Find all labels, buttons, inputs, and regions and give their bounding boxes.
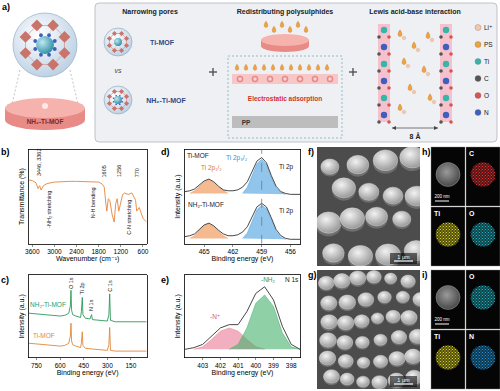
html-text:b): b) — [1, 147, 10, 157]
svg-text:Ti: Ti — [434, 333, 440, 340]
svg-text:403: 403 — [197, 362, 208, 369]
svg-text:Ti-MOF: Ti-MOF — [150, 39, 175, 46]
svg-text:465: 465 — [199, 248, 210, 255]
svg-text:Binding energy (eV): Binding energy (eV) — [57, 369, 119, 377]
svg-text:398: 398 — [286, 362, 297, 369]
svg-text:C: C — [469, 150, 474, 157]
html-text:d): d) — [161, 147, 170, 157]
svg-text:-NH₂ stretching: -NH₂ stretching — [46, 191, 52, 228]
svg-text:2400: 2400 — [69, 248, 84, 255]
svg-text:1 μm: 1 μm — [397, 254, 410, 260]
svg-text:Narrowing pores: Narrowing pores — [122, 8, 178, 16]
svg-text:a): a) — [2, 2, 10, 12]
svg-text:Binding energy (eV): Binding energy (eV) — [212, 369, 274, 377]
svg-text:N 1s: N 1s — [285, 276, 299, 283]
svg-text:NH₂-Ti-MOF: NH₂-Ti-MOF — [27, 118, 64, 125]
html-text:e): e) — [161, 275, 169, 285]
svg-text:-NH₂: -NH₂ — [261, 276, 276, 283]
svg-text:Li⁺: Li⁺ — [484, 24, 493, 31]
svg-text:770: 770 — [134, 168, 140, 177]
svg-text:Electrostatic adsorption: Electrostatic adsorption — [248, 95, 322, 103]
svg-text:-N⁺: -N⁺ — [210, 313, 220, 320]
svg-text:O 1s: O 1s — [68, 277, 74, 289]
svg-text:C: C — [484, 75, 489, 82]
svg-text:N-H bending: N-H bending — [90, 187, 96, 218]
svg-text:1800: 1800 — [91, 248, 106, 255]
svg-text:C 1s: C 1s — [107, 280, 113, 292]
svg-text:1200: 1200 — [114, 248, 129, 255]
html-text:c): c) — [1, 275, 9, 285]
svg-text:Ti 2p₃/₂: Ti 2p₃/₂ — [226, 154, 248, 162]
svg-text:h): h) — [422, 147, 431, 157]
svg-text:750: 750 — [31, 362, 42, 369]
svg-text:Ti 2p: Ti 2p — [279, 207, 294, 215]
svg-text:PS: PS — [484, 41, 493, 48]
svg-text:N: N — [484, 109, 489, 116]
svg-text:Binding energy (eV): Binding energy (eV) — [212, 255, 274, 263]
svg-text:399: 399 — [268, 362, 279, 369]
svg-text:400: 400 — [250, 362, 261, 369]
svg-text:i): i) — [422, 270, 428, 280]
svg-text:f): f) — [308, 147, 314, 157]
svg-text:O: O — [469, 273, 475, 280]
svg-text:456: 456 — [285, 248, 296, 255]
svg-text:3600: 3600 — [25, 248, 40, 255]
svg-text:Ti: Ti — [434, 210, 440, 217]
svg-text:Wavenumber (cm⁻¹): Wavenumber (cm⁻¹) — [56, 255, 119, 263]
svg-text:vs: vs — [115, 67, 123, 74]
svg-text:Ti-MOF: Ti-MOF — [33, 332, 55, 339]
svg-text:Ti 2p: Ti 2p — [79, 282, 85, 294]
svg-text:Ti 2p: Ti 2p — [279, 163, 294, 171]
svg-text:g): g) — [308, 270, 317, 280]
svg-text:O: O — [469, 210, 475, 217]
svg-text:Intensity (a.u.): Intensity (a.u.) — [18, 294, 26, 338]
svg-text:Ti 2p₁/₂: Ti 2p₁/₂ — [201, 164, 222, 172]
svg-text:Transmittance (%): Transmittance (%) — [18, 168, 26, 225]
svg-text:1605: 1605 — [101, 165, 107, 177]
svg-text:C-N stretching: C-N stretching — [126, 200, 132, 235]
svg-text:Intensity (a.u.): Intensity (a.u.) — [174, 174, 182, 218]
svg-text:402: 402 — [215, 362, 226, 369]
svg-text:600: 600 — [138, 248, 149, 255]
svg-text:200 nm: 200 nm — [434, 194, 449, 199]
svg-text:1 μm: 1 μm — [397, 377, 410, 383]
svg-text:N 1s: N 1s — [88, 299, 94, 311]
svg-text:O: O — [484, 92, 489, 99]
svg-text:8 Å: 8 Å — [410, 132, 421, 140]
svg-text:N: N — [469, 333, 474, 340]
svg-text:150: 150 — [125, 362, 136, 369]
svg-text:459: 459 — [256, 248, 267, 255]
svg-text:PP: PP — [242, 119, 251, 126]
svg-text:NH₂-Ti-MOF: NH₂-Ti-MOF — [30, 301, 66, 308]
svg-text:3446, 3362: 3446, 3362 — [36, 149, 42, 177]
svg-text:Redistributing polysulphides: Redistributing polysulphides — [237, 8, 334, 16]
svg-text:462: 462 — [228, 248, 239, 255]
svg-text:Intensity (a.u.): Intensity (a.u.) — [174, 294, 182, 338]
svg-text:401: 401 — [233, 362, 244, 369]
svg-text:200 nm: 200 nm — [434, 317, 449, 322]
svg-text:NH₂-Ti-MOF: NH₂-Ti-MOF — [146, 97, 186, 104]
svg-text:450: 450 — [78, 362, 89, 369]
svg-text:Lewis acid-base interaction: Lewis acid-base interaction — [369, 8, 460, 15]
svg-text:Ti: Ti — [484, 58, 489, 65]
svg-text:NH₂-Ti-MOF: NH₂-Ti-MOF — [188, 201, 224, 208]
svg-text:600: 600 — [55, 362, 66, 369]
svg-text:Ti-MOF: Ti-MOF — [187, 152, 209, 159]
svg-text:1256: 1256 — [116, 165, 122, 177]
svg-text:3000: 3000 — [47, 248, 62, 255]
svg-text:300: 300 — [102, 362, 113, 369]
